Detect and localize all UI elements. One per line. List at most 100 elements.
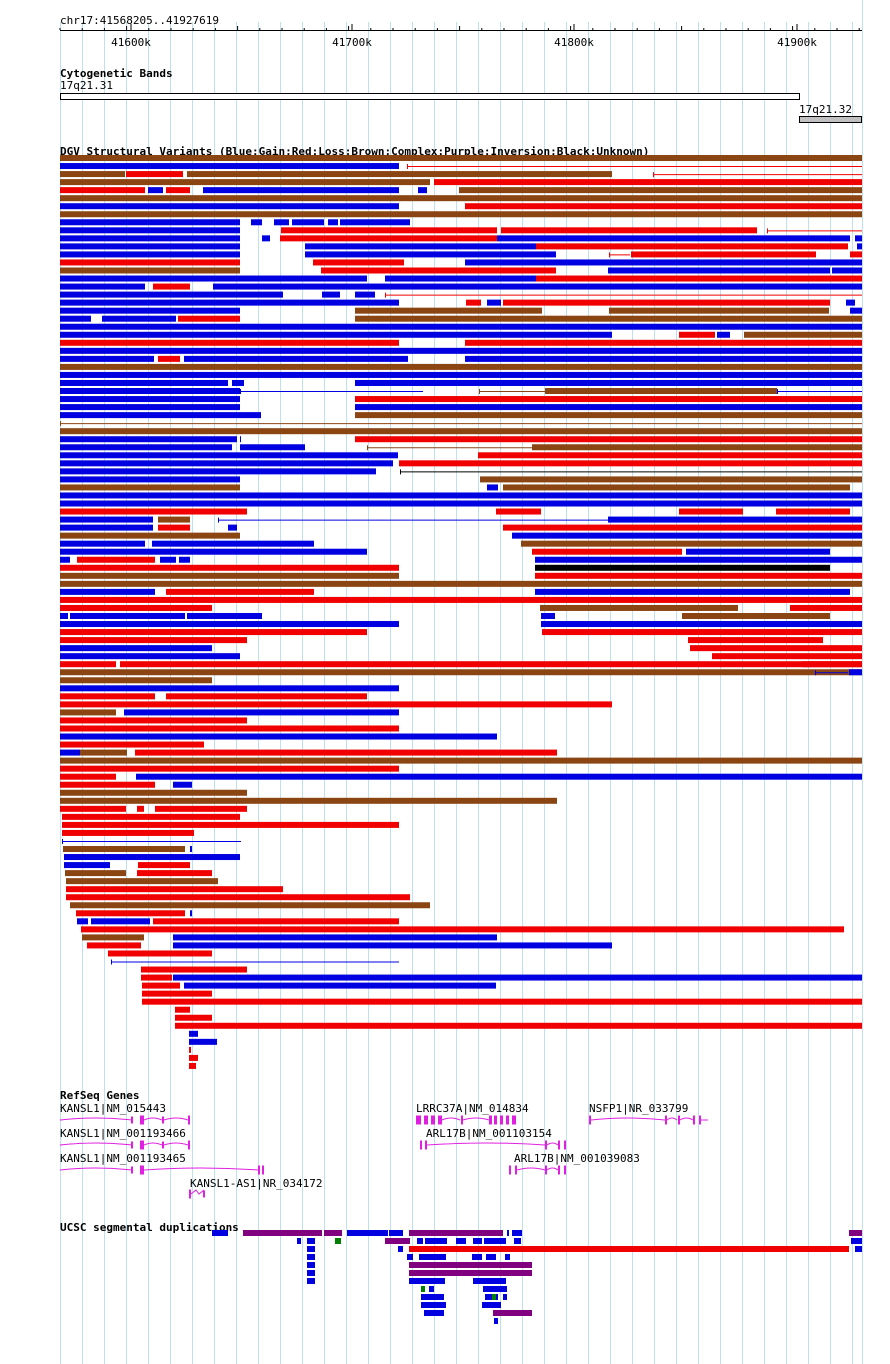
structural-variant [60,484,240,491]
gene-label[interactable]: KANSL1|NM_015443 [60,1102,166,1115]
structural-variant [80,749,127,756]
structural-variant [60,203,399,210]
gene-exon [425,1140,427,1150]
gene-label[interactable]: KANSL1|NM_001193465 [60,1152,186,1165]
gene-label[interactable]: ARL17B|NM_001039083 [514,1152,640,1165]
structural-variant [60,155,862,161]
structural-variant [328,219,338,226]
segdup-feature [307,1238,315,1244]
structural-variant [717,331,730,338]
segdup-feature [503,1294,507,1300]
gene-label[interactable]: ARL17B|NM_001103154 [426,1127,552,1140]
structural-variant [153,283,190,290]
structural-variant [60,171,125,178]
structural-variant [60,412,261,419]
structural-variant [846,299,855,306]
structural-variant [385,275,536,282]
structural-variant [60,757,862,764]
gene-exon [515,1165,517,1175]
structural-variant [478,452,862,459]
segdup-features[interactable] [0,1230,890,1330]
structural-variant [60,653,240,660]
structural-variant [313,259,404,266]
segdup-track-title[interactable]: UCSC segmental duplications [60,1221,239,1234]
segdup-feature [212,1230,228,1236]
structural-variant [850,307,862,314]
structural-variant [60,797,557,804]
structural-variant [60,621,399,628]
cytoband-track-title[interactable]: Cytogenetic Bands [60,67,173,80]
segdup-feature [505,1254,510,1260]
segdup-feature [456,1238,466,1244]
structural-variant [355,404,862,411]
structural-variant [465,355,862,362]
gene-intron [59,1117,133,1121]
structural-variant [60,749,80,756]
structural-variant [305,251,556,258]
ruler-tick-label: 41900k [777,36,817,49]
structural-variant [60,476,240,483]
gene-label[interactable]: LRRC37A|NM_014834 [416,1102,529,1115]
structural-variant [855,235,862,242]
cytoband-17q21-31[interactable] [60,93,800,100]
structural-variant [184,982,496,989]
structural-variant [65,870,126,877]
structural-variant [503,484,850,491]
structural-variant [175,1014,212,1021]
cytoband-17q21-32[interactable] [799,116,862,123]
segdup-feature [409,1230,503,1236]
segdup-feature [851,1238,862,1244]
ruler-tick-label: 41800k [554,36,594,49]
structural-variant [274,219,289,226]
segdup-feature [494,1318,498,1324]
structural-variant [609,307,829,314]
structural-variant [60,725,399,732]
structural-variant [60,219,240,226]
structural-variant [850,251,862,258]
gene-exon [693,1115,695,1125]
gene-intron [546,1167,559,1171]
structural-variant [542,629,862,636]
structural-variant [189,1038,217,1045]
structural-variant [189,1046,191,1053]
gene-label[interactable]: KANSL1|NM_001193466 [60,1127,186,1140]
structural-variant [682,612,830,619]
structural-variant [60,283,145,290]
segdup-feature [421,1286,425,1292]
structural-variant [203,187,399,194]
segdup-feature [307,1278,315,1284]
segdup-feature [473,1238,482,1244]
segdup-feature [482,1302,501,1308]
segdup-feature [398,1246,403,1252]
structural-variant [60,251,240,258]
gene-label[interactable]: NSFP1|NR_033799 [589,1102,689,1115]
segdup-feature [409,1246,849,1252]
refseq-gene-models[interactable] [0,1100,890,1210]
structural-variant [77,918,88,925]
structural-variant [60,773,116,780]
structural-variant [459,187,862,194]
structural-variant [190,846,192,853]
gene-exon [589,1115,591,1125]
refseq-track-title[interactable]: RefSeq Genes [60,1089,140,1102]
structural-variant [60,315,91,322]
structural-variant [179,556,190,563]
structural-variant [60,781,155,788]
structural-variant [60,693,155,700]
structural-variant [60,444,232,451]
gene-exon [140,1140,144,1150]
structural-variant [189,1030,198,1037]
structural-variant [60,291,283,298]
segdup-feature [485,1294,498,1300]
structural-variant [60,492,862,499]
segdup-feature [385,1238,410,1244]
dgv-variants[interactable] [0,155,890,1075]
structural-variant [60,532,240,539]
structural-variant [322,291,340,298]
dgv-track-title[interactable]: DGV Structural Variants (Blue:Gain;Red:L… [60,145,650,158]
structural-variant [240,444,305,451]
structural-variant [60,227,240,234]
cytoband-label: 17q21.32 [799,103,852,116]
gene-label[interactable]: KANSL1-AS1|NR_034172 [190,1177,323,1190]
structural-variant [60,267,240,274]
